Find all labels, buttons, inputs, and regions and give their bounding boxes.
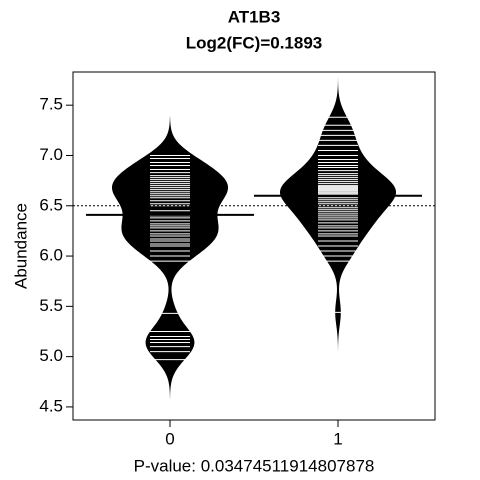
y-tick-label: 4.5: [39, 396, 63, 415]
plot-frame: [72, 71, 436, 421]
y-tick-label: 7.0: [39, 145, 63, 164]
bean: [112, 116, 228, 399]
y-tick-label: 7.5: [39, 95, 63, 114]
y-axis-label: Abundance: [11, 203, 30, 289]
x-tick-label: 0: [165, 429, 174, 448]
y-tick-label: 5.5: [39, 296, 63, 315]
y-tick-label: 6.0: [39, 246, 63, 265]
y-tick-label: 6.5: [39, 195, 63, 214]
y-tick-label: 5.0: [39, 346, 63, 365]
bean: [280, 78, 396, 352]
chart-subtitle: Log2(FC)=0.1893: [186, 33, 323, 52]
x-axis-label: P-value: 0.03474511914807878: [134, 456, 375, 475]
x-tick-label: 1: [333, 429, 342, 448]
chart-title: AT1B3: [228, 7, 281, 26]
